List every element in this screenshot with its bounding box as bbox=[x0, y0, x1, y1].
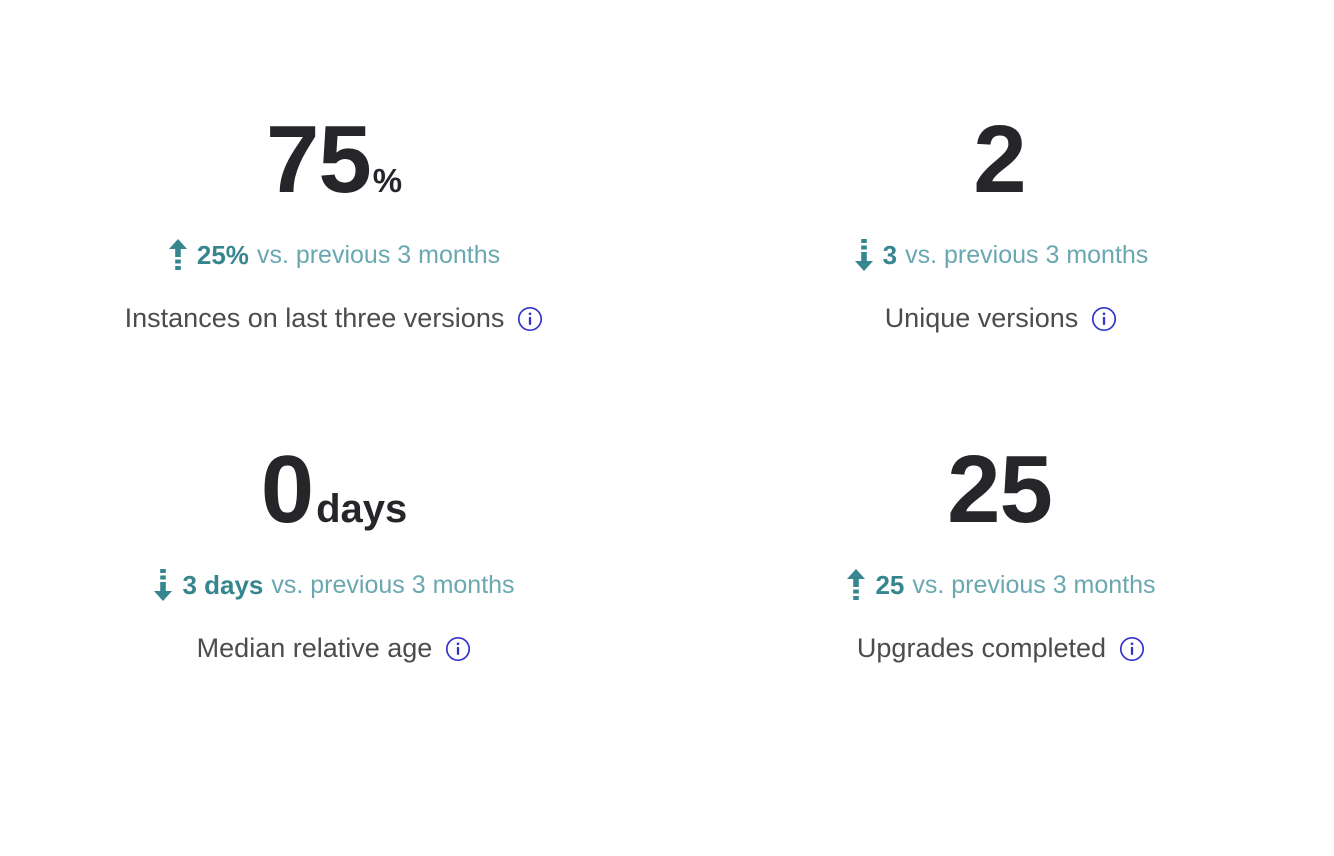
metric-label-row: Unique versions bbox=[885, 303, 1118, 334]
arrow-up-dashed-icon bbox=[168, 238, 188, 272]
metric-delta-value: 3 bbox=[882, 239, 898, 270]
metric-delta-value: 25 bbox=[875, 569, 905, 600]
metric-value: 0 bbox=[260, 436, 314, 543]
kpi-card-instances-on-last-three-versions: 75 % 25% vs. previous 3 months Instances… bbox=[0, 0, 668, 420]
metric-label: Median relative age bbox=[196, 633, 433, 663]
kpi-card-median-relative-age: 0 days 3 days vs. previous 3 months Medi… bbox=[0, 420, 668, 670]
metric-label: Unique versions bbox=[884, 303, 1079, 333]
arrow-up-dashed-icon bbox=[846, 568, 866, 602]
metric-label-row: Instances on last three versions bbox=[125, 303, 544, 334]
metric-value: 75 bbox=[265, 106, 372, 213]
info-circle-icon[interactable] bbox=[445, 636, 471, 662]
metric-value-row: 2 bbox=[973, 112, 1028, 208]
metric-delta-row: 3 vs. previous 3 months bbox=[854, 238, 1149, 272]
kpi-card-upgrades-completed: 25 25 vs. previous 3 months Upgrades com… bbox=[668, 420, 1334, 670]
arrow-down-dashed-icon bbox=[153, 568, 173, 602]
metric-label: Instances on last three versions bbox=[124, 303, 505, 333]
metric-delta-compare: vs. previous 3 months bbox=[256, 240, 501, 269]
metric-delta-compare: vs. previous 3 months bbox=[905, 240, 1149, 269]
metric-label-row: Upgrades completed bbox=[857, 633, 1145, 664]
arrow-down-dashed-icon bbox=[854, 238, 874, 272]
metric-delta-value: 3 days bbox=[182, 569, 264, 600]
metric-delta-value: 25% bbox=[196, 239, 249, 270]
metric-delta-row: 25 vs. previous 3 months bbox=[846, 568, 1156, 602]
metric-delta-row: 25% vs. previous 3 months bbox=[168, 238, 500, 272]
metric-label-row: Median relative age bbox=[197, 633, 472, 664]
metric-value: 2 bbox=[973, 106, 1026, 213]
metric-value: 25 bbox=[947, 436, 1053, 543]
metric-delta-row: 3 days vs. previous 3 months bbox=[153, 568, 515, 602]
metric-value-row: 75 % bbox=[266, 112, 402, 208]
metric-delta-compare: vs. previous 3 months bbox=[912, 570, 1156, 599]
info-circle-icon[interactable] bbox=[1119, 636, 1145, 662]
metric-value-suffix: % bbox=[372, 162, 403, 199]
info-circle-icon[interactable] bbox=[517, 306, 543, 332]
kpi-card-unique-versions: 2 3 vs. previous 3 months Unique version… bbox=[668, 0, 1334, 420]
metric-value-row: 0 days bbox=[261, 442, 408, 538]
info-circle-icon[interactable] bbox=[1091, 306, 1117, 332]
metric-value-suffix: days bbox=[316, 487, 408, 531]
metric-delta-compare: vs. previous 3 months bbox=[271, 570, 515, 599]
metric-value-row: 25 bbox=[947, 442, 1055, 538]
metric-label: Upgrades completed bbox=[856, 633, 1107, 663]
